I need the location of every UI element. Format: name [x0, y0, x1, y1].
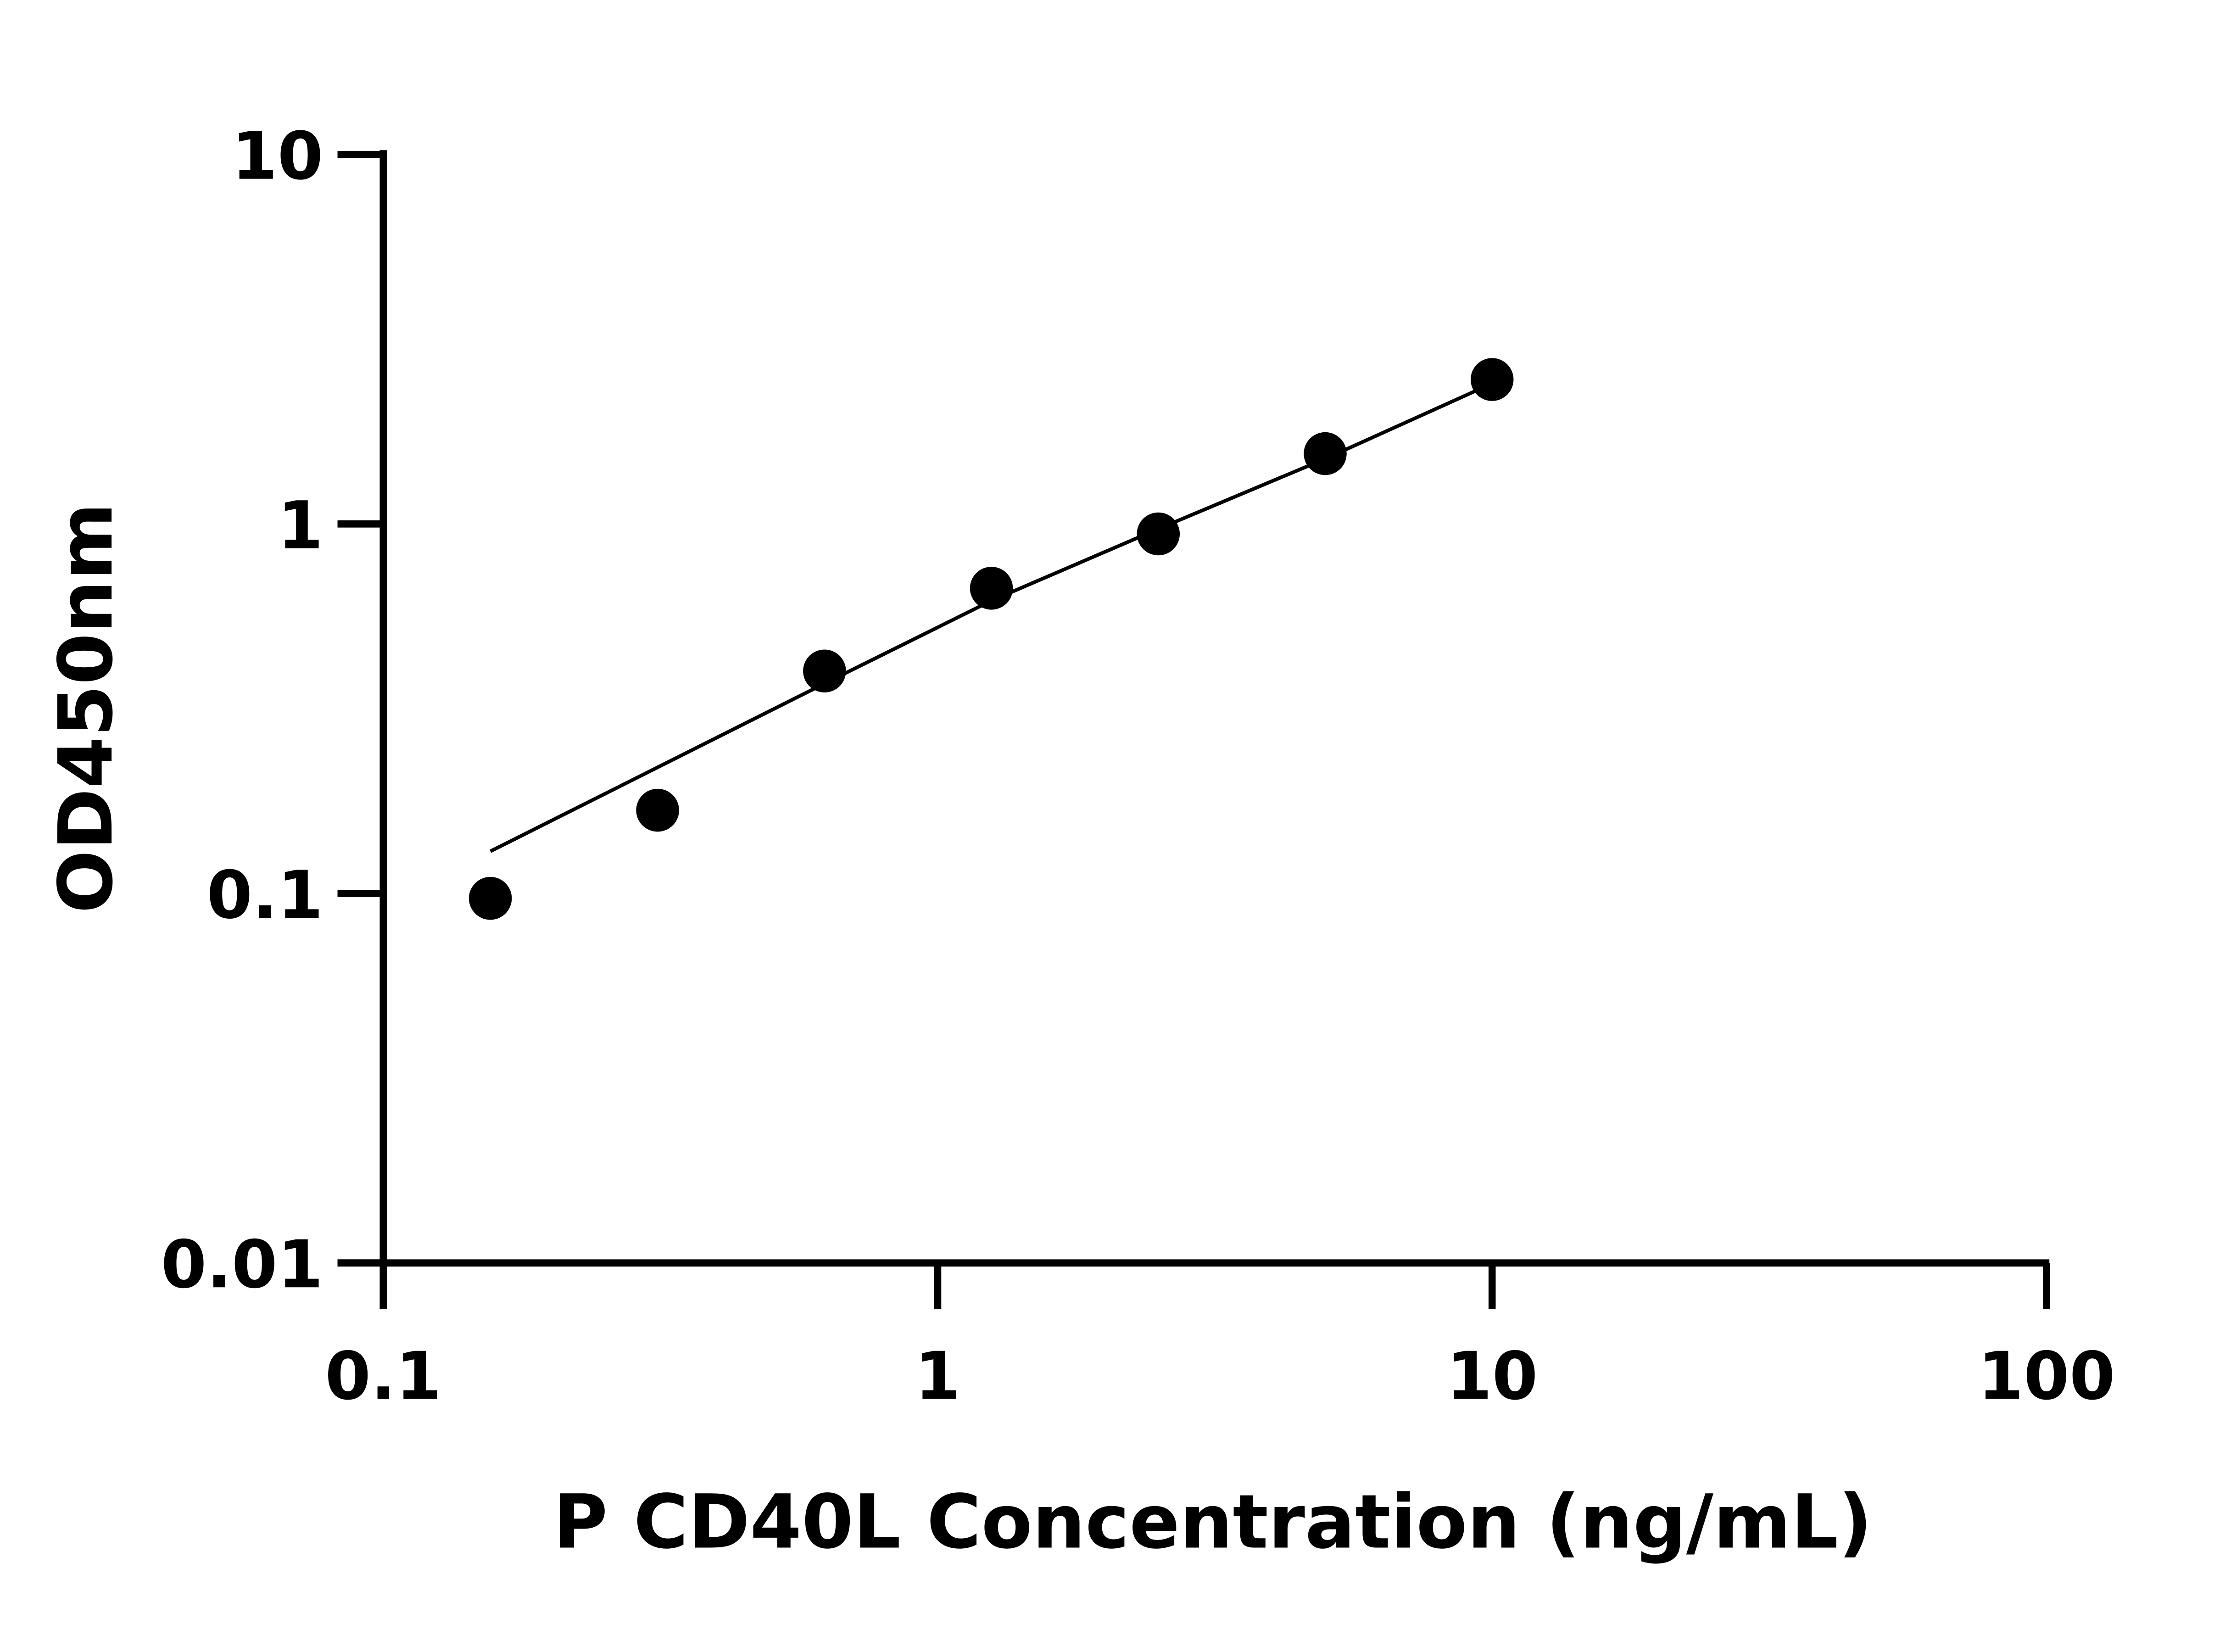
y-tick-label: 10 — [232, 118, 323, 195]
y-tick-label: 0.1 — [206, 857, 323, 933]
axes — [337, 150, 2050, 1309]
y-tick-label: 1 — [278, 487, 323, 564]
data-point — [636, 788, 679, 832]
data-point — [970, 567, 1013, 610]
data-point — [1470, 358, 1514, 401]
x-tick-label: 100 — [1978, 1338, 2115, 1414]
data-point — [1137, 512, 1180, 556]
data-point — [803, 649, 846, 692]
x-tick-label: 1 — [915, 1338, 961, 1414]
y-tick-label: 0.01 — [161, 1226, 323, 1303]
x-tick-label: 0.1 — [325, 1338, 441, 1414]
fit-curve — [489, 382, 1493, 853]
x-tick-label: 10 — [1446, 1338, 1538, 1414]
data-points — [469, 358, 1514, 920]
data-point — [1304, 432, 1347, 475]
data-point — [469, 876, 512, 920]
x-axis-label: P CD40L Concentration (ng/mL) — [553, 1479, 1873, 1565]
y-axis-label: OD450nm — [43, 502, 129, 913]
